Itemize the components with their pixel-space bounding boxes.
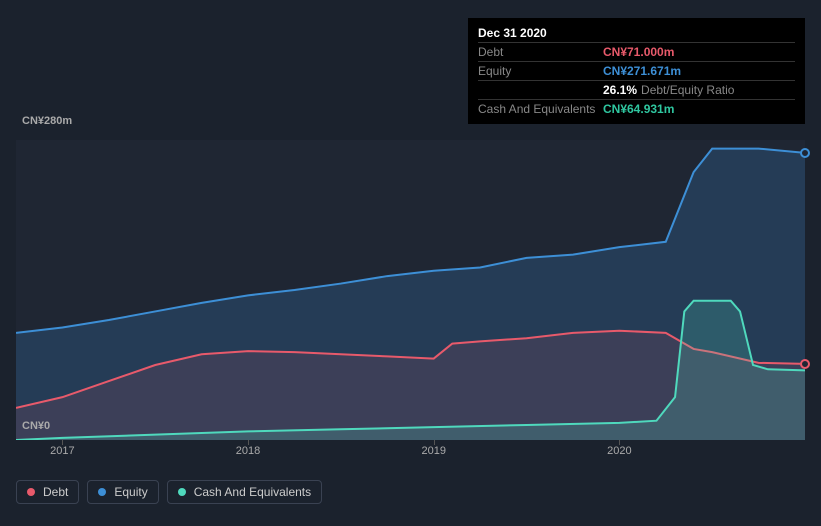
tooltip-value-pct: 26.1%: [603, 83, 637, 97]
tooltip-label: Cash And Equivalents: [478, 102, 603, 116]
tooltip-label: Equity: [478, 64, 603, 78]
tooltip-value: CN¥271.671m: [603, 64, 681, 78]
legend-dot-icon: [98, 488, 106, 496]
end-marker-debt: [800, 359, 810, 369]
y-axis-label-bottom: CN¥0: [22, 420, 50, 432]
tooltip-value: CN¥64.931m: [603, 102, 674, 116]
tooltip-value: CN¥71.000m: [603, 45, 674, 59]
legend-label: Cash And Equivalents: [194, 485, 311, 499]
legend-label: Equity: [114, 485, 147, 499]
tooltip-row-ratio: 26.1% Debt/Equity Ratio: [478, 80, 795, 99]
x-tick-label: 2018: [236, 445, 260, 457]
x-tick-label: 2020: [607, 445, 631, 457]
x-tick-label: 2019: [421, 445, 445, 457]
chart-plot-area[interactable]: [16, 140, 805, 440]
legend-dot-icon: [27, 488, 35, 496]
chart-container: CN¥280m CN¥0 2017 2018 2019 2020: [16, 115, 805, 455]
x-axis-labels: 2017 2018 2019 2020: [16, 445, 805, 465]
chart-svg: [16, 140, 805, 440]
y-axis-label-top: CN¥280m: [22, 115, 72, 127]
tooltip-row-debt: Debt CN¥71.000m: [478, 42, 795, 61]
end-marker-equity: [800, 148, 810, 158]
tooltip-row-equity: Equity CN¥271.671m: [478, 61, 795, 80]
tooltip-label: [478, 83, 603, 97]
x-tick-label: 2017: [50, 445, 74, 457]
chart-tooltip: Dec 31 2020 Debt CN¥71.000m Equity CN¥27…: [468, 18, 805, 124]
tooltip-value-txt: Debt/Equity Ratio: [641, 83, 734, 97]
tooltip-date: Dec 31 2020: [478, 24, 795, 42]
legend-label: Debt: [43, 485, 68, 499]
legend-item-cash[interactable]: Cash And Equivalents: [167, 480, 322, 504]
chart-legend: Debt Equity Cash And Equivalents: [16, 480, 322, 504]
legend-item-equity[interactable]: Equity: [87, 480, 158, 504]
tooltip-label: Debt: [478, 45, 603, 59]
legend-dot-icon: [178, 488, 186, 496]
legend-item-debt[interactable]: Debt: [16, 480, 79, 504]
